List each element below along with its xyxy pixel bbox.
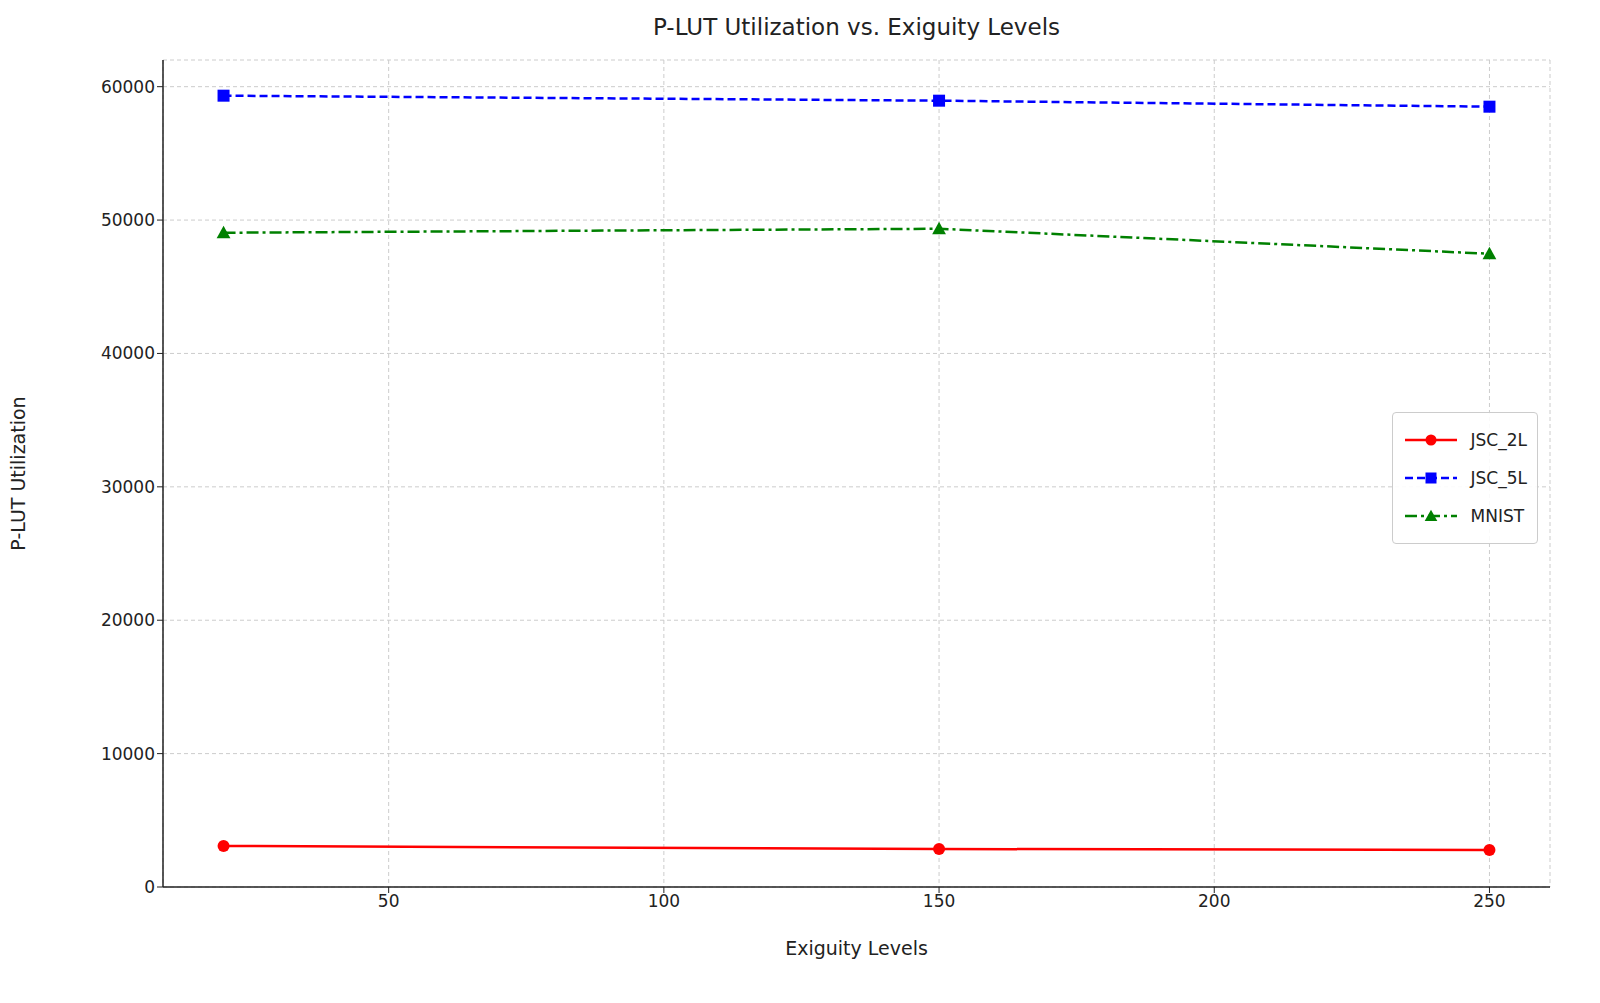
svg-text:200: 200 [1198, 891, 1230, 911]
svg-text:50000: 50000 [101, 210, 155, 230]
html-text:JSC_5L: JSC_5L [1470, 468, 1527, 488]
svg-text:Exiguity Levels: Exiguity Levels [785, 937, 928, 959]
svg-text:0: 0 [144, 877, 155, 897]
svg-text:40000: 40000 [101, 343, 155, 363]
html-text:MNIST: MNIST [1470, 506, 1525, 526]
svg-text:250: 250 [1473, 891, 1505, 911]
svg-text:60000: 60000 [101, 77, 155, 97]
svg-text:100: 100 [648, 891, 680, 911]
svg-text:30000: 30000 [101, 477, 155, 497]
svg-text:P-LUT Utilization: P-LUT Utilization [8, 396, 29, 550]
svg-text:20000: 20000 [101, 610, 155, 630]
svg-text:150: 150 [923, 891, 955, 911]
html-text:JSC_2L: JSC_2L [1470, 430, 1527, 450]
svg-text:10000: 10000 [101, 744, 155, 764]
html-text:P-LUT Utilization vs. Exiguity: P-LUT Utilization vs. Exiguity Levels [653, 14, 1060, 40]
svg-text:50: 50 [378, 891, 400, 911]
